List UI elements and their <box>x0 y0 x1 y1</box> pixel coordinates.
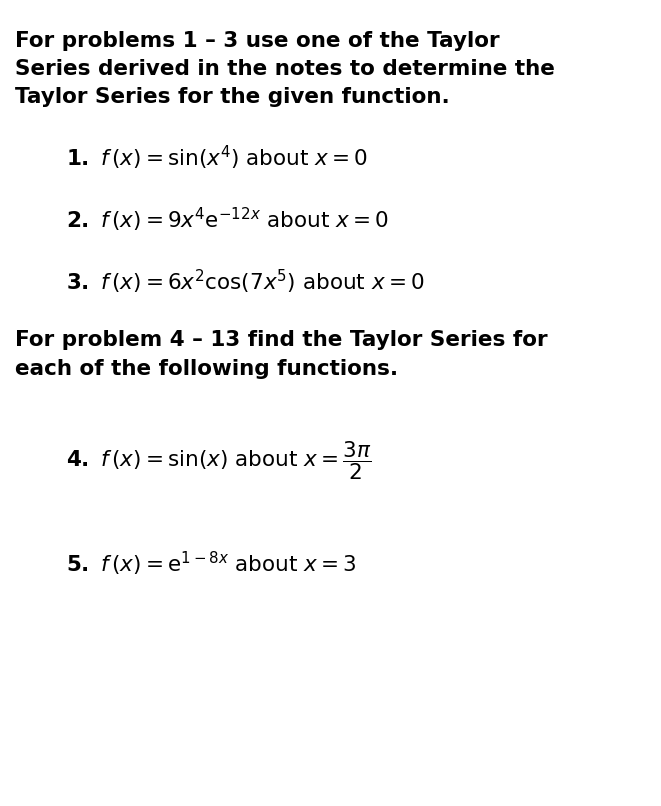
Text: $\mathbf{2.}\ f\,(x) = 9x^4\mathrm{e}^{-12x}\ \mathrm{about}\ x = 0$: $\mathbf{2.}\ f\,(x) = 9x^4\mathrm{e}^{-… <box>66 206 389 234</box>
Text: $\mathbf{3.}\ f\,(x) = 6x^2\cos\!\left(7x^5\right)\ \mathrm{about}\ x = 0$: $\mathbf{3.}\ f\,(x) = 6x^2\cos\!\left(7… <box>66 268 425 296</box>
Text: For problems 1 – 3 use one of the Taylor: For problems 1 – 3 use one of the Taylor <box>15 31 499 51</box>
Text: For problem 4 – 13 find the Taylor Series for: For problem 4 – 13 find the Taylor Serie… <box>15 330 547 351</box>
Text: Series derived in the notes to determine the: Series derived in the notes to determine… <box>15 59 555 79</box>
Text: $\mathbf{1.}\ f\,(x) = \sin\!\left(x^4\right)\ \mathrm{about}\ x = 0$: $\mathbf{1.}\ f\,(x) = \sin\!\left(x^4\r… <box>66 143 368 172</box>
Text: $\mathbf{5.}\ f\,(x) = \mathrm{e}^{1-8x}\ \mathrm{about}\ x = 3$: $\mathbf{5.}\ f\,(x) = \mathrm{e}^{1-8x}… <box>66 550 357 578</box>
Text: Taylor Series for the given function.: Taylor Series for the given function. <box>15 87 449 107</box>
Text: $\mathbf{4.}\ f\,(x) = \sin(x)\ \mathrm{about}\ x = \dfrac{3\pi}{2}$: $\mathbf{4.}\ f\,(x) = \sin(x)\ \mathrm{… <box>66 439 371 482</box>
Text: each of the following functions.: each of the following functions. <box>15 359 398 379</box>
